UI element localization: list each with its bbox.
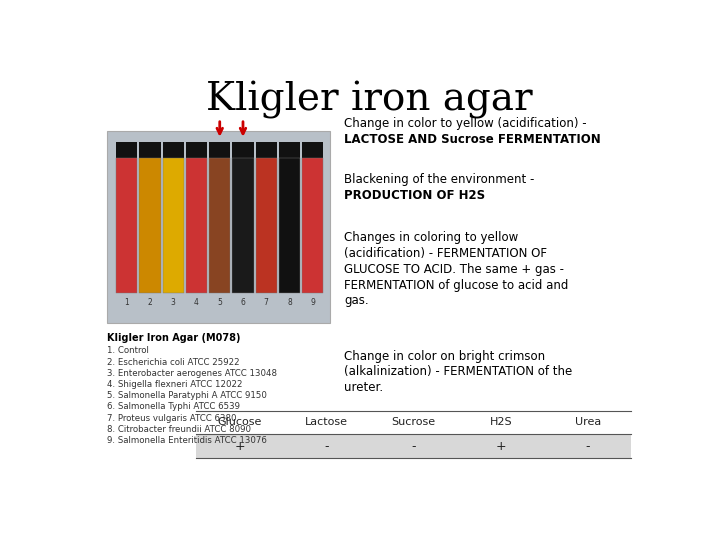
Text: 8: 8 [287, 298, 292, 307]
Text: 9: 9 [310, 298, 315, 307]
Text: Glucose: Glucose [217, 417, 262, 427]
FancyBboxPatch shape [302, 141, 323, 158]
Text: Change in color to yellow (acidification) -: Change in color to yellow (acidification… [344, 117, 587, 130]
FancyBboxPatch shape [209, 158, 230, 294]
FancyBboxPatch shape [256, 158, 277, 294]
Text: Changes in coloring to yellow: Changes in coloring to yellow [344, 231, 518, 244]
Text: +: + [234, 440, 245, 453]
FancyBboxPatch shape [163, 141, 184, 158]
Text: 6. Salmonella Typhi ATCC 6539: 6. Salmonella Typhi ATCC 6539 [107, 402, 240, 411]
FancyBboxPatch shape [233, 158, 253, 294]
Text: 2. Escherichia coli ATCC 25922: 2. Escherichia coli ATCC 25922 [107, 357, 239, 367]
FancyBboxPatch shape [279, 158, 300, 294]
FancyBboxPatch shape [209, 141, 230, 158]
FancyBboxPatch shape [196, 435, 631, 458]
Text: ureter.: ureter. [344, 381, 383, 394]
FancyBboxPatch shape [116, 158, 138, 294]
FancyBboxPatch shape [107, 131, 330, 322]
Text: 4. Shigella flexneri ATCC 12022: 4. Shigella flexneri ATCC 12022 [107, 380, 242, 389]
Text: 4: 4 [194, 298, 199, 307]
Text: 1: 1 [125, 298, 129, 307]
Text: Change in color on bright crimson: Change in color on bright crimson [344, 349, 545, 363]
Text: 8. Citrobacter freundii ATCC 8090: 8. Citrobacter freundii ATCC 8090 [107, 425, 251, 434]
Text: PRODUCTION OF H2S: PRODUCTION OF H2S [344, 188, 485, 202]
Text: Lactose: Lactose [305, 417, 348, 427]
Text: +: + [495, 440, 506, 453]
Text: Kligler iron agar: Kligler iron agar [206, 82, 532, 119]
Text: H2S: H2S [490, 417, 512, 427]
Text: -: - [324, 440, 329, 453]
FancyBboxPatch shape [279, 141, 300, 158]
Text: gas.: gas. [344, 294, 369, 307]
FancyBboxPatch shape [302, 158, 323, 294]
Text: Blackening of the environment -: Blackening of the environment - [344, 173, 534, 186]
FancyBboxPatch shape [139, 141, 161, 158]
Text: (alkalinization) - FERMENTATION of the: (alkalinization) - FERMENTATION of the [344, 366, 572, 379]
Text: -: - [411, 440, 416, 453]
FancyBboxPatch shape [186, 158, 207, 294]
Text: (acidification) - FERMENTATION OF: (acidification) - FERMENTATION OF [344, 247, 547, 260]
FancyBboxPatch shape [233, 141, 253, 158]
Text: FERMENTATION of glucose to acid and: FERMENTATION of glucose to acid and [344, 279, 568, 292]
Text: -: - [585, 440, 590, 453]
FancyBboxPatch shape [186, 141, 207, 158]
Text: Sucrose: Sucrose [392, 417, 436, 427]
FancyBboxPatch shape [139, 158, 161, 294]
Text: 3. Enterobacter aerogenes ATCC 13048: 3. Enterobacter aerogenes ATCC 13048 [107, 369, 276, 378]
Text: 5. Salmonella Paratyphi A ATCC 9150: 5. Salmonella Paratyphi A ATCC 9150 [107, 391, 266, 400]
FancyBboxPatch shape [116, 141, 138, 158]
FancyBboxPatch shape [256, 141, 277, 158]
Text: 7: 7 [264, 298, 269, 307]
Text: 5: 5 [217, 298, 222, 307]
Text: LACTOSE AND Sucrose FERMENTATION: LACTOSE AND Sucrose FERMENTATION [344, 133, 600, 146]
Text: 3: 3 [171, 298, 176, 307]
Text: 6: 6 [240, 298, 246, 307]
Text: 7. Proteus vulgaris ATCC 6380: 7. Proteus vulgaris ATCC 6380 [107, 414, 236, 423]
Text: GLUCOSE TO ACID. The same + gas -: GLUCOSE TO ACID. The same + gas - [344, 263, 564, 276]
Text: 2: 2 [148, 298, 153, 307]
Text: 9. Salmonella Enteritidis ATCC 13076: 9. Salmonella Enteritidis ATCC 13076 [107, 436, 266, 445]
Text: Urea: Urea [575, 417, 601, 427]
Text: 1. Control: 1. Control [107, 346, 148, 355]
FancyBboxPatch shape [163, 158, 184, 294]
Text: Kligler Iron Agar (M078): Kligler Iron Agar (M078) [107, 333, 240, 343]
